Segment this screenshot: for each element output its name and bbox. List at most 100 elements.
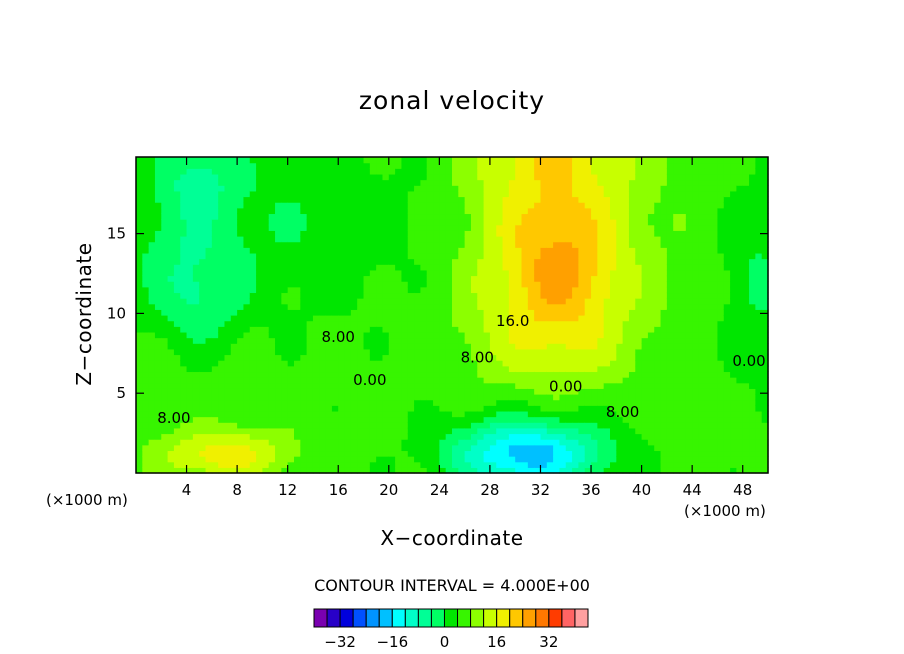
contour-cell (414, 348, 421, 356)
contour-cell (458, 444, 466, 452)
contour-cell (148, 157, 156, 164)
contour-cell (452, 422, 459, 429)
contour-cell (565, 354, 573, 361)
contour-cell (578, 185, 586, 192)
contour-cell (610, 168, 617, 175)
contour-cell (237, 467, 245, 474)
contour-cell (660, 433, 668, 440)
contour-cell (508, 264, 516, 271)
contour-cell (559, 162, 567, 169)
contour-cell (407, 157, 415, 164)
contour-cell (603, 258, 611, 265)
contour-cell (584, 179, 592, 186)
contour-cell (666, 320, 674, 327)
contour-cell (610, 410, 617, 418)
contour-cell (294, 337, 301, 344)
contour-cell (268, 173, 276, 181)
contour-cell (489, 168, 497, 175)
contour-cell (388, 405, 396, 412)
contour-cell (357, 467, 365, 474)
contour-cell (275, 377, 282, 384)
contour-cell (331, 337, 339, 344)
contour-cell (458, 416, 466, 423)
contour-cell (515, 196, 523, 203)
contour-cell (685, 298, 693, 305)
contour-cell (344, 281, 352, 288)
contour-cell (294, 416, 301, 423)
contour-cell (211, 416, 219, 423)
contour-cell (641, 439, 649, 446)
contour-cell (628, 230, 636, 237)
contour-cell (256, 405, 263, 412)
contour-cell (136, 365, 143, 373)
contour-cell (148, 444, 156, 452)
contour-cell (610, 275, 617, 282)
contour-cell (294, 173, 301, 181)
contour-cell (388, 162, 396, 169)
contour-cell (281, 439, 289, 446)
contour-cell (249, 331, 257, 339)
contour-cell (312, 450, 320, 457)
contour-cell (628, 399, 636, 406)
contour-cell (350, 337, 358, 344)
contour-cell (610, 179, 617, 186)
contour-cell (186, 185, 194, 192)
contour-cell (489, 360, 497, 367)
contour-cell (426, 247, 434, 254)
contour-cell (647, 444, 655, 452)
contour-cell (205, 236, 213, 243)
contour-cell (452, 275, 459, 282)
contour-cell (502, 315, 510, 322)
contour-cell (237, 433, 245, 440)
contour-cell (692, 444, 700, 452)
contour-cell (306, 213, 314, 220)
contour-cell (660, 252, 668, 260)
contour-cell (161, 405, 169, 412)
contour-cell (262, 269, 270, 277)
contour-cell (363, 258, 371, 265)
contour-cell (173, 207, 181, 215)
contour-cell (199, 326, 207, 333)
contour-cell (243, 461, 251, 468)
contour-cell (622, 213, 630, 220)
contour-cell (357, 241, 365, 248)
contour-cell (136, 224, 143, 231)
contour-cell (496, 173, 504, 181)
contour-cell (325, 281, 333, 288)
contour-cell (395, 326, 403, 333)
contour-cell (357, 456, 365, 463)
contour-cell (256, 394, 263, 401)
contour-cell (508, 388, 516, 395)
contour-cell (641, 224, 649, 231)
contour-cell (218, 439, 226, 446)
contour-cell (306, 399, 314, 406)
contour-cell (249, 377, 257, 384)
contour-cell (666, 207, 674, 215)
contour-cell (142, 405, 150, 412)
contour-cell (508, 394, 516, 401)
contour-cell (572, 326, 579, 333)
contour-cell (401, 241, 409, 248)
contour-cell (591, 394, 598, 401)
contour-cell (647, 320, 655, 327)
contour-cell (407, 394, 415, 401)
contour-cell (180, 450, 188, 457)
contour-cell (502, 236, 510, 243)
contour-cell (521, 202, 529, 209)
contour-cell (249, 157, 257, 164)
contour-cell (395, 467, 403, 474)
contour-cell (578, 315, 586, 322)
contour-cell (464, 286, 472, 294)
contour-cell (502, 213, 510, 220)
contour-cell (559, 422, 567, 429)
contour-cell (597, 461, 605, 468)
contour-cell (192, 247, 200, 254)
contour-cell (224, 343, 232, 350)
contour-cell (325, 354, 333, 361)
contour-cell (666, 377, 674, 384)
contour-cell (395, 168, 403, 175)
contour-cell (692, 230, 700, 237)
contour-cell (420, 410, 428, 418)
contour-cell (584, 185, 592, 192)
contour-cell (433, 382, 440, 389)
